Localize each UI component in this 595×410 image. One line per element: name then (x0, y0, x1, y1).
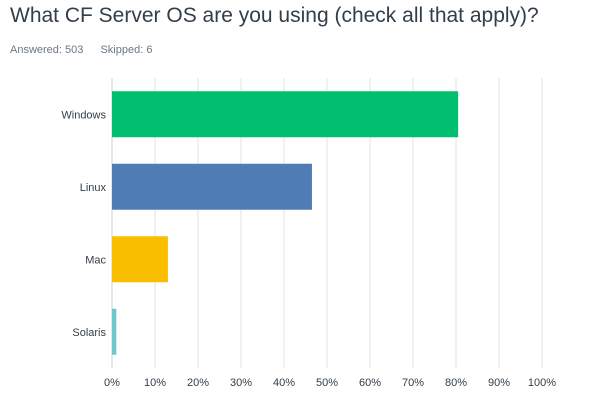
category-labels: Windows Linux Mac Solaris (61, 109, 106, 339)
x-axis: 0% 10% 20% 30% 40% 50% 60% 70% 80% 90% 100% (104, 377, 556, 389)
x-tick-label: 0% (104, 377, 120, 389)
question-title: What CF Server OS are you using (check a… (10, 4, 539, 27)
x-tick-label: 90% (488, 377, 510, 389)
x-tick-label: 60% (359, 377, 381, 389)
x-tick-label: 80% (445, 377, 467, 389)
skipped-count: Skipped: 6 (100, 44, 153, 56)
bar-linux[interactable] (112, 163, 312, 210)
x-tick-label: 70% (402, 377, 424, 389)
bar-solaris[interactable] (112, 308, 117, 355)
response-stats: Answered: 503 Skipped: 6 (10, 44, 166, 56)
category-label-mac: Mac (85, 254, 106, 266)
bar-windows[interactable] (112, 91, 459, 138)
bars (112, 91, 459, 355)
category-label-linux: Linux (80, 182, 107, 194)
x-tick-label: 40% (273, 377, 295, 389)
category-label-solaris: Solaris (72, 327, 106, 339)
category-label-windows: Windows (61, 109, 106, 121)
x-tick-label: 30% (230, 377, 252, 389)
x-tick-label: 10% (144, 377, 166, 389)
x-tick-label: 50% (316, 377, 338, 389)
x-tick-label: 20% (187, 377, 209, 389)
bar-mac[interactable] (112, 236, 168, 283)
x-tick-label: 100% (528, 377, 556, 389)
answered-count: Answered: 503 (10, 44, 84, 56)
